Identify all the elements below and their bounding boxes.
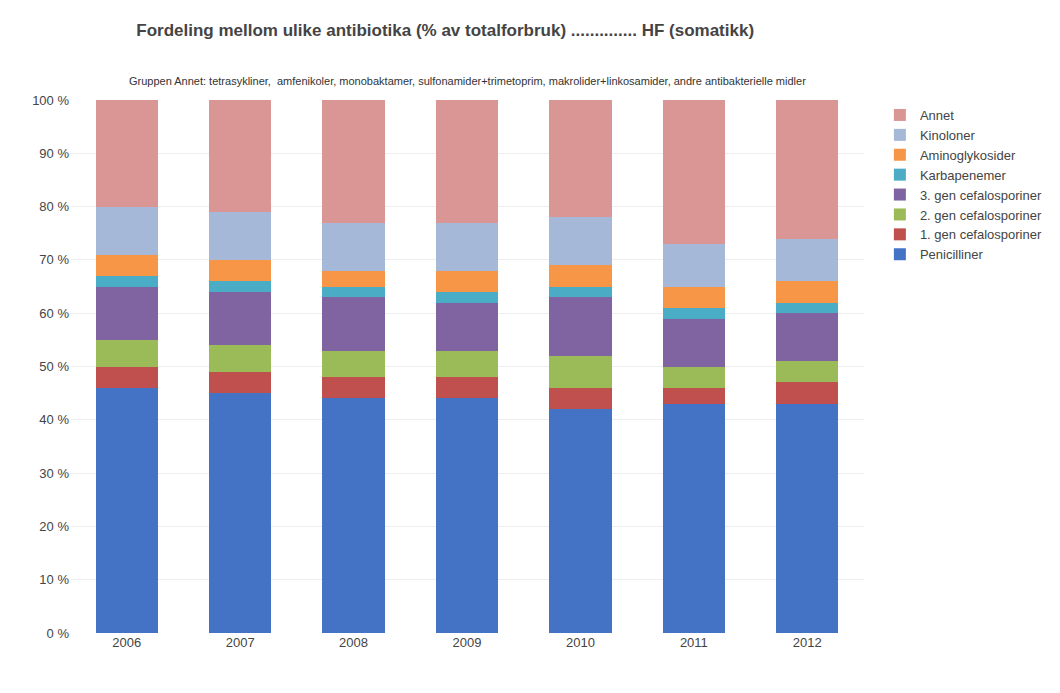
svg-text:2008: 2008 (339, 635, 368, 650)
svg-text:40 %: 40 % (39, 412, 69, 427)
svg-text:20 %: 20 % (39, 519, 69, 534)
svg-text:2012: 2012 (793, 635, 822, 650)
svg-text:80 %: 80 % (39, 199, 69, 214)
svg-text:60 %: 60 % (39, 306, 69, 321)
svg-text:Karbapenemer: Karbapenemer (920, 168, 1007, 183)
svg-text:Penicilliner: Penicilliner (920, 247, 984, 262)
svg-text:Annet: Annet (920, 108, 954, 123)
svg-text:70 %: 70 % (39, 252, 69, 267)
svg-text:2010: 2010 (566, 635, 595, 650)
svg-text:50 %: 50 % (39, 359, 69, 374)
svg-text:100 %: 100 % (32, 93, 69, 108)
svg-text:3. gen cefalosporiner: 3. gen cefalosporiner (920, 188, 1042, 203)
svg-text:2006: 2006 (112, 635, 141, 650)
svg-text:0 %: 0 % (47, 626, 70, 641)
svg-text:2011: 2011 (680, 635, 708, 650)
svg-text:Kinoloner: Kinoloner (920, 128, 976, 143)
svg-text:2007: 2007 (226, 635, 255, 650)
svg-text:Fordeling mellom ulike antibio: Fordeling mellom ulike antibiotika (% av… (136, 21, 754, 40)
svg-text:1. gen cefalosporiner: 1. gen cefalosporiner (920, 227, 1042, 242)
svg-text:2. gen cefalosporiner: 2. gen cefalosporiner (920, 208, 1042, 223)
svg-text:10 %: 10 % (39, 572, 69, 587)
svg-text:Aminoglykosider: Aminoglykosider (920, 148, 1016, 163)
svg-text:30 %: 30 % (39, 466, 69, 481)
svg-text:90 %: 90 % (39, 146, 69, 161)
svg-text:2009: 2009 (453, 635, 482, 650)
svg-text:Gruppen Annet: tetrasykliner,: Gruppen Annet: tetrasykliner, amfenikole… (129, 75, 806, 87)
